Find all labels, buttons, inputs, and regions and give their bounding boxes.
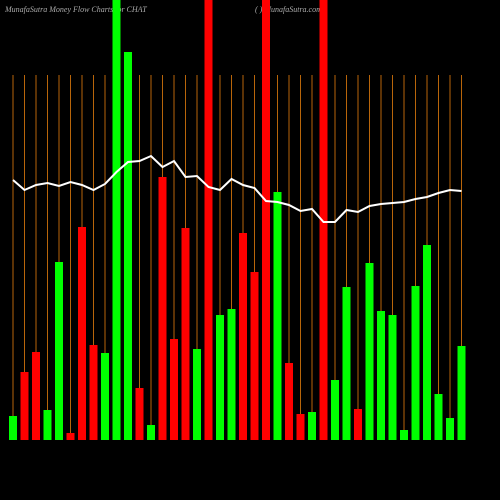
chart-subtitle: ( ) MunafaSutra.com	[255, 5, 322, 14]
bar	[227, 309, 236, 440]
bar	[423, 245, 431, 440]
bar	[101, 353, 109, 440]
bar	[216, 315, 224, 440]
money-flow-line	[12, 154, 462, 223]
bar	[124, 52, 132, 440]
bar	[239, 233, 247, 440]
bar	[308, 412, 316, 440]
bar	[250, 272, 259, 440]
bar	[135, 388, 144, 440]
bar	[43, 410, 52, 440]
bar	[147, 425, 155, 440]
bar	[181, 228, 190, 440]
bar	[296, 414, 305, 440]
bar	[262, 0, 270, 440]
bar	[388, 315, 397, 440]
bar	[342, 287, 351, 440]
bar	[170, 339, 178, 440]
bar	[285, 363, 293, 440]
bar	[204, 0, 213, 440]
bar	[331, 380, 339, 440]
bar	[446, 418, 454, 440]
bar	[32, 352, 40, 440]
bar	[193, 349, 201, 440]
bar	[20, 372, 29, 440]
bar	[9, 416, 17, 440]
bar	[377, 311, 385, 440]
bar	[354, 409, 362, 440]
bar	[55, 262, 63, 440]
bar	[78, 227, 86, 440]
bar	[400, 430, 408, 440]
bar	[434, 394, 443, 440]
bar	[457, 346, 466, 440]
bar	[273, 192, 282, 440]
bar	[66, 433, 75, 440]
bar	[411, 286, 420, 440]
bar	[112, 0, 121, 440]
chart-title: MunafaSutra Money Flow Charts for CHAT	[4, 5, 147, 14]
bar	[158, 177, 167, 440]
bar	[89, 345, 98, 440]
bar	[319, 0, 328, 440]
bar	[365, 263, 374, 440]
